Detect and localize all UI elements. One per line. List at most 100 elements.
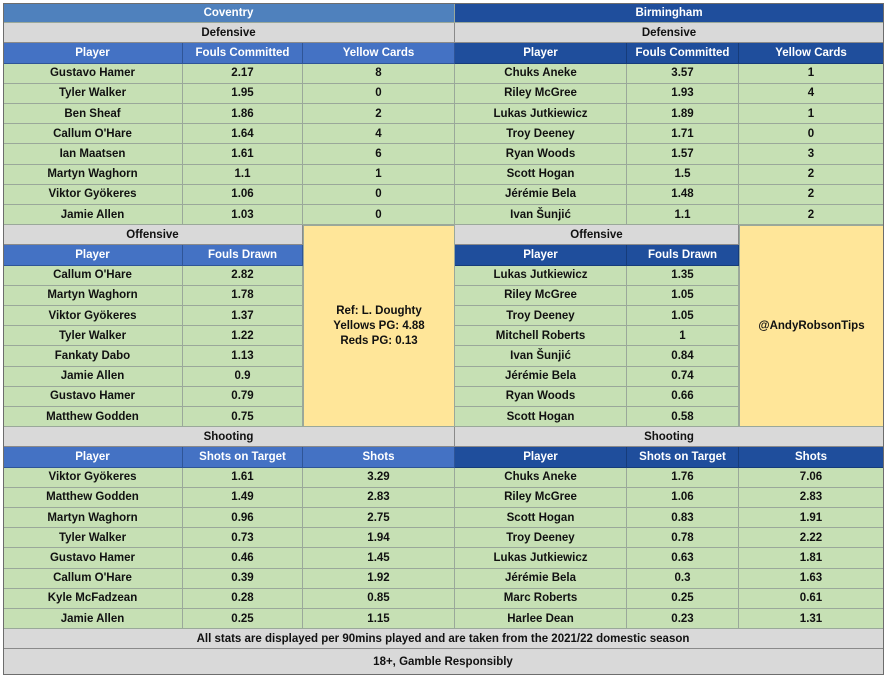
defensive-right-row-0-col-1: 3.57 [627,63,739,84]
shooting-left-row-3-col-0: Tyler Walker [3,528,183,549]
defensive-left-row-7-col-2: 0 [303,205,455,226]
shooting-right-row-5-col-2: 1.63 [739,568,884,589]
section-offensive-left: Offensive [3,225,303,246]
defensive-right-row-1-col-0: Riley McGree [455,83,627,104]
shooting-right-row-2-col-0: Scott Hogan [455,508,627,529]
defensive-right-row-1-col-1: 1.93 [627,83,739,104]
shooting-left-col-shots-on-target: Shots on Target [183,447,303,468]
shooting-right-row-3-col-2: 2.22 [739,528,884,549]
defensive-left-col-player: Player [3,43,183,64]
defensive-right-row-6-col-0: Jérémie Bela [455,184,627,205]
offensive-right-row-6-col-1: 0.66 [627,386,739,407]
team-header-coventry: Coventry [3,3,455,24]
team-header-birmingham: Birmingham [455,3,884,24]
section-defensive-left: Defensive [3,23,455,44]
defensive-right-row-3-col-0: Troy Deeney [455,124,627,145]
offensive-left-row-1-col-1: 1.78 [183,285,303,306]
shooting-right-row-1-col-0: Riley McGree [455,487,627,508]
defensive-left-row-1-col-2: 0 [303,83,455,104]
offensive-right-row-2-col-1: 1.05 [627,306,739,327]
referee-name: Ref: L. Doughty [336,304,422,317]
shooting-right-col-player: Player [455,447,627,468]
shooting-left-row-5-col-0: Callum O'Hare [3,568,183,589]
offensive-left-row-1-col-0: Martyn Waghorn [3,285,183,306]
shooting-left-row-1-col-1: 1.49 [183,487,303,508]
offensive-right-row-1-col-0: Riley McGree [455,285,627,306]
defensive-right-row-2-col-0: Lukas Jutkiewicz [455,104,627,125]
defensive-right-row-5-col-1: 1.5 [627,164,739,185]
offensive-left-row-2-col-0: Viktor Gyökeres [3,306,183,327]
shooting-right-row-2-col-2: 1.91 [739,508,884,529]
offensive-left-col-player: Player [3,245,183,266]
shooting-left-row-7-col-1: 0.25 [183,609,303,630]
footer-gamble: 18+, Gamble Responsibly [3,649,884,675]
defensive-right-row-7-col-2: 2 [739,205,884,226]
offensive-right-row-1-col-1: 1.05 [627,285,739,306]
section-shooting-left: Shooting [3,427,455,448]
offensive-right-row-7-col-1: 0.58 [627,407,739,428]
defensive-right-row-7-col-1: 1.1 [627,205,739,226]
shooting-right-row-4-col-1: 0.63 [627,548,739,569]
shooting-right-row-5-col-1: 0.3 [627,568,739,589]
shooting-right-row-0-col-2: 7.06 [739,467,884,488]
shooting-left-row-2-col-1: 0.96 [183,508,303,529]
offensive-right-row-5-col-0: Jérémie Bela [455,366,627,387]
defensive-right-col-fouls-committed: Fouls Committed [627,43,739,64]
shooting-left-row-2-col-2: 2.75 [303,508,455,529]
defensive-left-row-1-col-0: Tyler Walker [3,83,183,104]
shooting-left-row-6-col-0: Kyle McFadzean [3,588,183,609]
shooting-right-col-shots-on-target: Shots on Target [627,447,739,468]
defensive-left-row-2-col-0: Ben Sheaf [3,104,183,125]
shooting-left-row-5-col-1: 0.39 [183,568,303,589]
shooting-right-row-6-col-0: Marc Roberts [455,588,627,609]
offensive-right-row-0-col-1: 1.35 [627,265,739,286]
shooting-right-row-0-col-0: Chuks Aneke [455,467,627,488]
shooting-left-row-3-col-2: 1.94 [303,528,455,549]
shooting-left-row-0-col-0: Viktor Gyökeres [3,467,183,488]
offensive-right-row-4-col-1: 0.84 [627,346,739,367]
defensive-right-col-yellow-cards: Yellow Cards [739,43,884,64]
defensive-left-row-4-col-2: 6 [303,144,455,165]
offensive-right-row-2-col-0: Troy Deeney [455,306,627,327]
shooting-left-row-3-col-1: 0.73 [183,528,303,549]
defensive-left-row-6-col-0: Viktor Gyökeres [3,184,183,205]
shooting-left-row-0-col-2: 3.29 [303,467,455,488]
defensive-left-row-2-col-2: 2 [303,104,455,125]
shooting-right-row-0-col-1: 1.76 [627,467,739,488]
shooting-left-row-6-col-2: 0.85 [303,588,455,609]
shooting-right-row-5-col-0: Jérémie Bela [455,568,627,589]
defensive-left-row-0-col-2: 8 [303,63,455,84]
shooting-left-row-4-col-1: 0.46 [183,548,303,569]
defensive-right-row-0-col-2: 1 [739,63,884,84]
shooting-right-row-3-col-1: 0.78 [627,528,739,549]
section-shooting-right: Shooting [455,427,884,448]
defensive-left-row-4-col-1: 1.61 [183,144,303,165]
offensive-left-row-3-col-0: Tyler Walker [3,326,183,347]
shooting-left-row-6-col-1: 0.28 [183,588,303,609]
referee-box: Ref: L. Doughty Yellows PG: 4.88 Reds PG: … [303,225,455,428]
defensive-left-row-0-col-1: 2.17 [183,63,303,84]
shooting-left-row-4-col-0: Gustavo Hamer [3,548,183,569]
defensive-right-row-2-col-2: 1 [739,104,884,125]
offensive-right-row-7-col-0: Scott Hogan [455,407,627,428]
shooting-right-row-4-col-0: Lukas Jutkiewicz [455,548,627,569]
defensive-left-row-7-col-1: 1.03 [183,205,303,226]
defensive-left-row-3-col-2: 4 [303,124,455,145]
offensive-left-row-3-col-1: 1.22 [183,326,303,347]
offensive-left-row-0-col-0: Callum O'Hare [3,265,183,286]
shooting-right-row-7-col-0: Harlee Dean [455,609,627,630]
shooting-right-row-1-col-2: 2.83 [739,487,884,508]
shooting-right-row-3-col-0: Troy Deeney [455,528,627,549]
shooting-left-col-shots: Shots [303,447,455,468]
offensive-left-row-5-col-0: Jamie Allen [3,366,183,387]
defensive-right-row-4-col-0: Ryan Woods [455,144,627,165]
defensive-left-row-2-col-1: 1.86 [183,104,303,125]
shooting-left-row-0-col-1: 1.61 [183,467,303,488]
defensive-right-row-6-col-2: 2 [739,184,884,205]
shooting-right-row-4-col-2: 1.81 [739,548,884,569]
offensive-left-row-7-col-0: Matthew Godden [3,407,183,428]
shooting-right-row-6-col-1: 0.25 [627,588,739,609]
shooting-left-row-7-col-0: Jamie Allen [3,609,183,630]
shooting-right-row-7-col-1: 0.23 [627,609,739,630]
defensive-left-row-6-col-2: 0 [303,184,455,205]
